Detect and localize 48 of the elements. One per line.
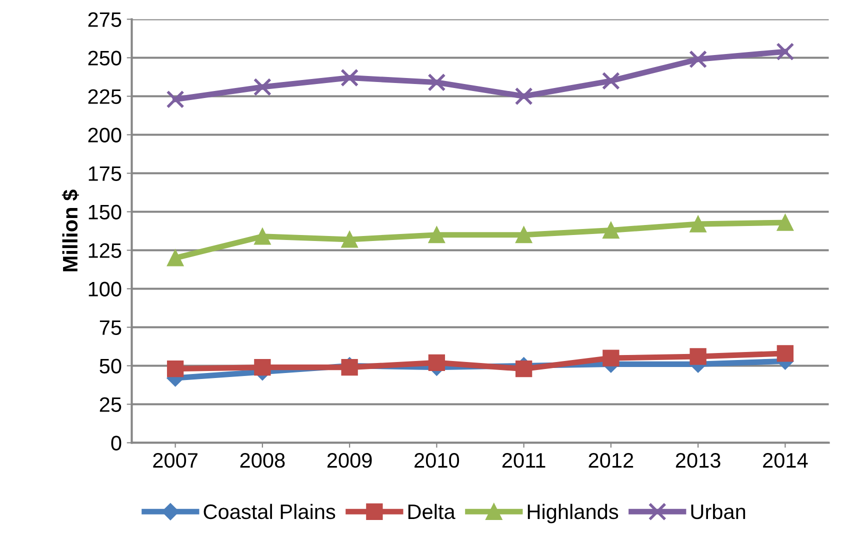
x-tick-label: 2012 [588,453,634,468]
point [428,73,446,92]
legend-label: Delta [408,504,456,520]
point [776,345,794,362]
y-tick-label: 25 [100,397,122,412]
x-tick-label: 2008 [240,453,285,468]
point [515,226,532,244]
x-tick-label: 2007 [153,453,198,468]
point [602,222,620,239]
point [166,250,184,266]
y-tick-label: 225 [88,89,122,104]
y-tick-label: 0 [111,436,122,451]
point [776,42,794,61]
y-tick-label: 200 [88,128,122,143]
point [340,68,359,87]
y-tick-label: 100 [88,282,122,297]
y-tick-label: 275 [88,12,122,28]
point [689,50,708,68]
point [341,231,358,248]
point [428,226,446,244]
point [428,354,446,372]
x-tick-label: 2014 [763,453,808,468]
y-tick-label: 125 [88,243,122,258]
x-tick-label: 2010 [414,453,460,468]
x-tick-label: 2013 [676,453,720,468]
y-tick-label: 250 [88,50,122,66]
y-tick-label: 175 [88,166,122,182]
point [166,90,184,108]
point [690,348,706,365]
x-tick-label: 2009 [327,453,372,468]
point [253,78,272,96]
point [602,350,620,366]
x-tick-label: 2011 [502,453,546,468]
point [515,360,532,378]
y-tick-label: 50 [100,358,122,374]
point [254,358,271,376]
point [166,360,184,378]
point [514,87,533,106]
legend-label: Urban [691,504,746,520]
legend-label: Highlands [528,504,618,524]
point [776,214,794,231]
point [254,228,271,245]
point [602,72,620,90]
legend-label: Coastal Plains [204,504,336,520]
y-tick-label: 150 [88,204,122,220]
point [690,216,706,232]
y-axis-title: Million $ [62,190,79,272]
y-tick-label: 75 [100,320,122,336]
